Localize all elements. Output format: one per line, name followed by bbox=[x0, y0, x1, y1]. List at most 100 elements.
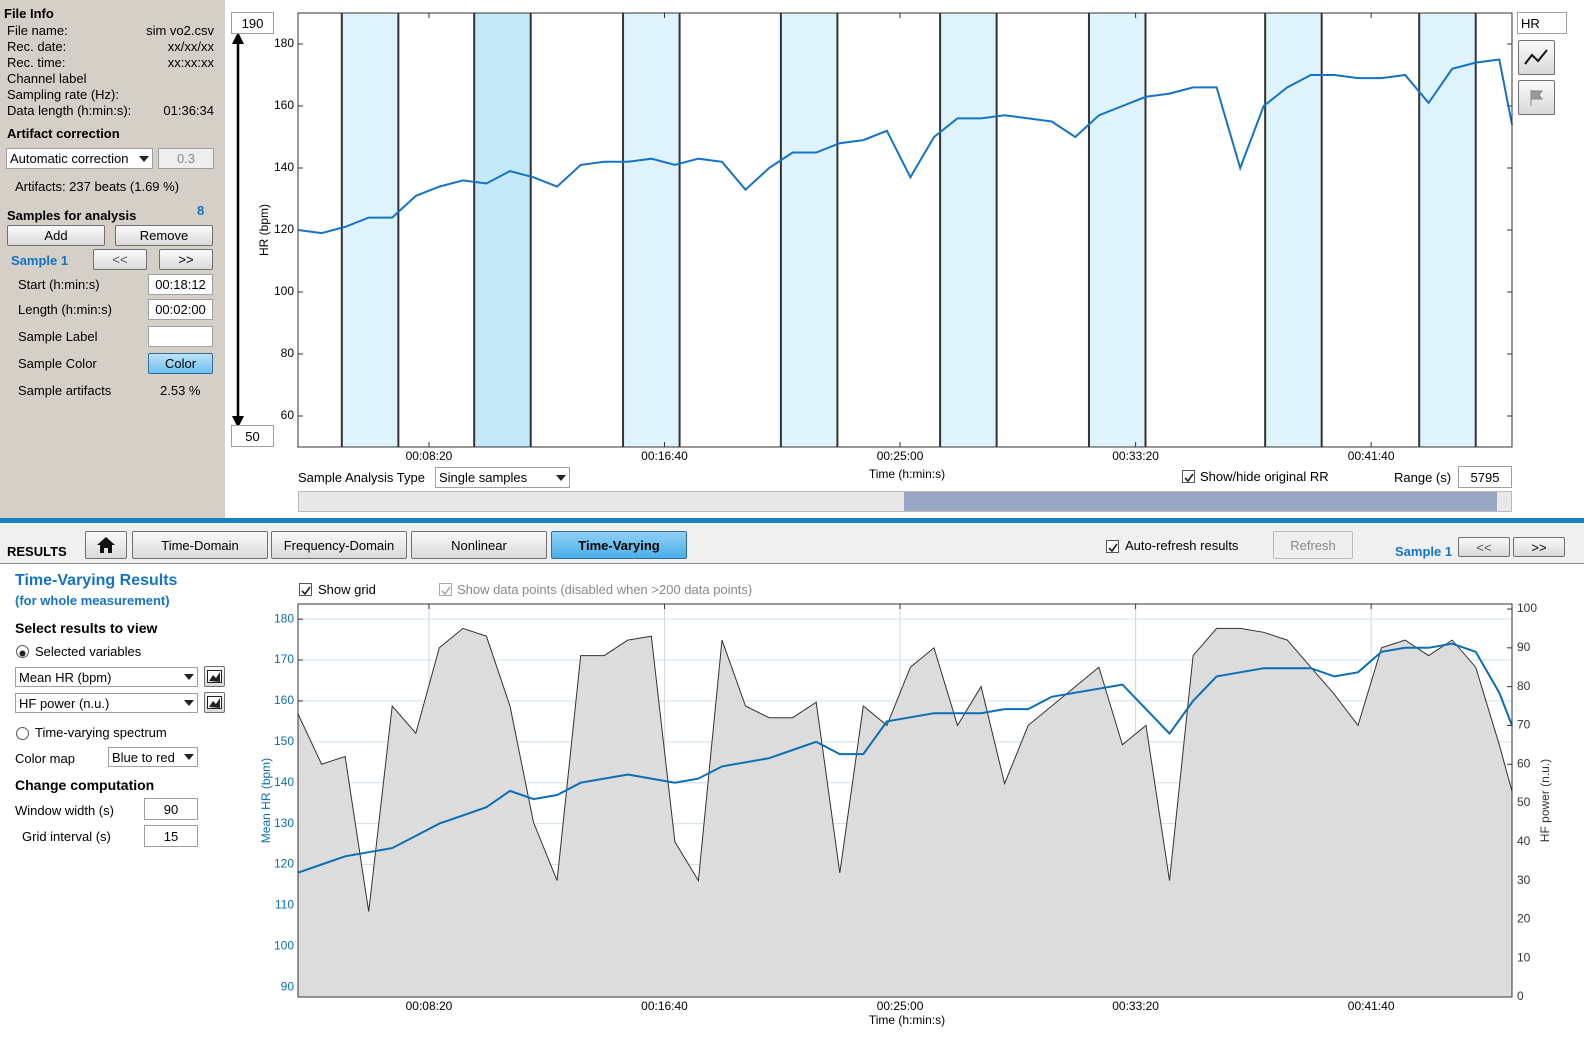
results-title: RESULTS bbox=[7, 544, 67, 559]
next-button[interactable]: >> bbox=[1513, 537, 1565, 557]
checkbox[interactable] bbox=[1182, 470, 1195, 483]
plot-frame bbox=[297, 12, 1513, 448]
start-box[interactable]: 00:18:12 bbox=[148, 274, 213, 295]
area bbox=[297, 627, 1513, 998]
dropdown-arrow bbox=[184, 674, 194, 680]
sample-band bbox=[1088, 13, 1146, 447]
y-axis-label: Mean HR (bpm) bbox=[259, 758, 273, 843]
y-tick-label: 60 bbox=[281, 408, 295, 422]
x-tick-label: 00:41:40 bbox=[1348, 449, 1395, 463]
section-title: File Info bbox=[4, 6, 54, 21]
dropdown[interactable]: Mean HR (bpm) bbox=[15, 667, 198, 687]
y2-tick-label: 70 bbox=[1517, 718, 1531, 732]
line bbox=[297, 642, 1513, 874]
sample-count: 8 bbox=[197, 203, 205, 218]
y2-tick-label: 60 bbox=[1517, 756, 1531, 770]
y-tick-label: 160 bbox=[274, 693, 294, 707]
next-button[interactable]: >> bbox=[159, 249, 213, 270]
dropdown-text: Blue to red bbox=[112, 749, 175, 765]
info-label: Rec. time: bbox=[7, 55, 66, 70]
y-axis-label: HR (bpm) bbox=[257, 204, 271, 256]
plot-button[interactable] bbox=[204, 692, 225, 713]
flag-button[interactable] bbox=[1518, 80, 1555, 115]
field-label: Sample Label bbox=[18, 329, 98, 344]
dropdown[interactable]: Blue to red bbox=[108, 747, 198, 767]
info-value: xx:xx:xx bbox=[167, 55, 214, 70]
dropdown[interactable]: Automatic correction bbox=[6, 148, 153, 169]
range-box[interactable]: 5795 bbox=[1458, 466, 1512, 488]
x-tick-label: 00:41:40 bbox=[1348, 999, 1395, 1013]
tab[interactable]: Frequency-Domain bbox=[271, 531, 407, 559]
sample-band bbox=[474, 13, 531, 447]
dropdown-text: HR bbox=[1521, 15, 1540, 31]
y2-tick-label: 20 bbox=[1517, 912, 1531, 926]
radio[interactable] bbox=[16, 645, 29, 658]
home-button[interactable] bbox=[85, 531, 127, 559]
radio-label: Selected variables bbox=[35, 644, 142, 659]
dropdown-arrow bbox=[139, 155, 149, 162]
section-title: Samples for analysis bbox=[7, 208, 137, 223]
tab[interactable]: Time-Varying bbox=[551, 531, 687, 559]
x-axis-label: Time (h:min:s) bbox=[869, 467, 945, 481]
checkbox[interactable] bbox=[1106, 540, 1119, 553]
length-box[interactable]: 00:02:00 bbox=[148, 299, 213, 320]
y-tick-label: 120 bbox=[274, 222, 294, 236]
ymax-box[interactable]: 190 bbox=[231, 12, 274, 34]
tab[interactable]: Nonlinear bbox=[411, 531, 547, 559]
y2-tick-label: 50 bbox=[1517, 795, 1531, 809]
x-tick-label: 00:16:40 bbox=[641, 449, 688, 463]
grid-box[interactable]: 15 bbox=[144, 825, 198, 847]
window-box[interactable]: 90 bbox=[144, 798, 198, 820]
x-tick-label: 00:16:40 bbox=[641, 999, 688, 1013]
plot-button[interactable] bbox=[204, 666, 225, 687]
info-label: Sampling rate (Hz): bbox=[7, 87, 119, 102]
checkbox bbox=[439, 583, 452, 596]
remove-button[interactable]: Remove bbox=[115, 225, 213, 246]
channel-dropdown[interactable]: HR bbox=[1517, 12, 1567, 34]
x-tick-label: 00:25:00 bbox=[877, 449, 924, 463]
field-label: Grid interval (s) bbox=[22, 829, 111, 844]
y-tick-label: 140 bbox=[274, 160, 294, 174]
color-button[interactable]: Color bbox=[148, 353, 213, 374]
check bbox=[1108, 543, 1118, 553]
ymin-box[interactable]: 50 bbox=[231, 425, 274, 447]
plot-icon bbox=[207, 696, 222, 709]
tv-subtitle: (for whole measurement) bbox=[15, 593, 170, 608]
x-tick-label: 00:08:20 bbox=[406, 999, 453, 1013]
sample-band bbox=[1419, 13, 1476, 447]
home-icon bbox=[97, 537, 115, 553]
check bbox=[1184, 473, 1194, 483]
add-button[interactable]: Add bbox=[7, 225, 105, 246]
sample-band bbox=[780, 13, 838, 447]
info-label: Rec. date: bbox=[7, 39, 67, 54]
radio[interactable] bbox=[16, 727, 29, 740]
info-value: 01:36:34 bbox=[163, 103, 214, 118]
prev-button[interactable]: << bbox=[93, 249, 147, 270]
line-view-button[interactable] bbox=[1518, 40, 1555, 75]
y-tick-label: 160 bbox=[274, 98, 294, 112]
tab[interactable]: Time-Domain bbox=[132, 531, 268, 559]
check bbox=[301, 586, 311, 596]
y2-axis-label: HF power (n.u.) bbox=[1538, 759, 1552, 842]
x-tick-label: 00:33:20 bbox=[1112, 449, 1159, 463]
y-tick-label: 120 bbox=[274, 857, 294, 871]
y-tick-label: 140 bbox=[274, 775, 294, 789]
y-tick-label: 170 bbox=[274, 652, 294, 666]
sample-band bbox=[623, 13, 680, 447]
field-label: Color map bbox=[15, 751, 75, 766]
dropdown-arrow bbox=[184, 700, 194, 706]
section-title: Artifact correction bbox=[7, 126, 120, 141]
y2-tick-label: 90 bbox=[1517, 640, 1531, 654]
radio-dot bbox=[19, 650, 26, 657]
prev-button[interactable]: << bbox=[1458, 537, 1510, 557]
dropdown[interactable]: HF power (n.u.) bbox=[15, 693, 198, 713]
scroll-thumb[interactable] bbox=[904, 492, 1497, 511]
y-tick-label: 180 bbox=[274, 611, 294, 625]
checkbox[interactable] bbox=[299, 583, 312, 596]
field-value: 2.53 % bbox=[160, 383, 201, 398]
label-box[interactable] bbox=[148, 326, 213, 347]
check bbox=[441, 586, 451, 596]
tv-title: Time-Varying Results bbox=[15, 572, 178, 589]
refresh-button[interactable]: Refresh bbox=[1273, 531, 1353, 559]
dropdown[interactable]: Single samples bbox=[435, 467, 570, 488]
